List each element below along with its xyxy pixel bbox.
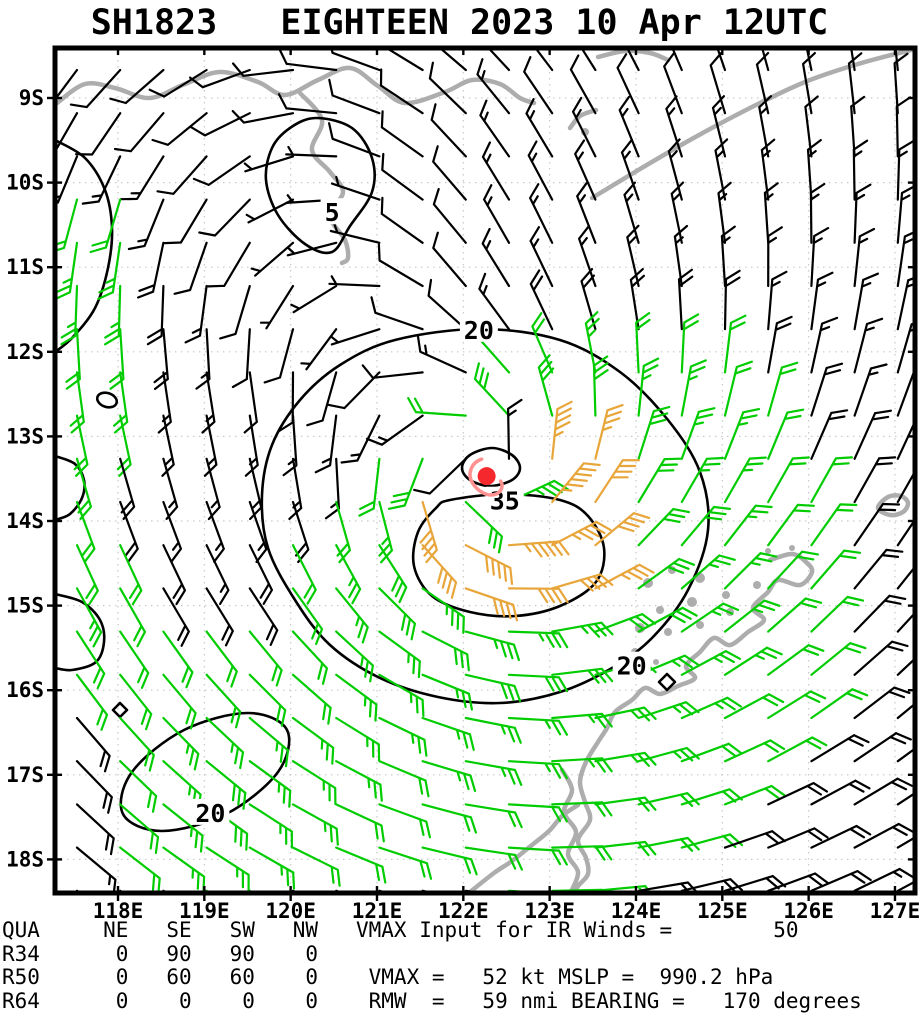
svg-text:15S: 15S [6, 594, 44, 618]
svg-text:123E: 123E [524, 899, 575, 919]
svg-text:124E: 124E [611, 899, 662, 919]
svg-text:17S: 17S [6, 763, 44, 787]
svg-text:11S: 11S [6, 255, 44, 279]
r50-line: R50 0 60 60 0 VMAX = 52 kt MSLP = 990.2 … [2, 965, 774, 989]
svg-text:125E: 125E [697, 899, 748, 919]
svg-text:20: 20 [464, 316, 494, 345]
svg-text:16S: 16S [6, 678, 44, 702]
svg-text:10S: 10S [6, 171, 44, 195]
svg-text:18S: 18S [6, 847, 44, 871]
x-axis-labels: 118E 119E 120E 121E 122E 123E 124E 125E 126E 127E [93, 899, 919, 919]
radii-header-line: QUA NE SE SW NW VMAX Input for IR Winds … [2, 918, 799, 942]
chart-title: SH1823 EIGHTEEN 2023 10 Apr 12UTC [90, 3, 829, 43]
svg-text:120E: 120E [265, 899, 316, 919]
svg-text:35: 35 [490, 487, 520, 516]
svg-text:12S: 12S [6, 340, 44, 364]
svg-text:121E: 121E [352, 899, 403, 919]
cyclone-symbol [468, 457, 504, 497]
y-axis-labels: 9S 10S 11S 12S 13S 14S 15S 16S 17S 18S [6, 86, 44, 871]
svg-text:126E: 126E [783, 899, 834, 919]
wind-barbs [55, 48, 915, 893]
contour-labels: 5 20 35 20 20 [191, 198, 651, 828]
svg-text:20: 20 [617, 652, 647, 681]
coastline [55, 48, 915, 893]
svg-text:122E: 122E [438, 899, 489, 919]
svg-text:5: 5 [325, 198, 340, 227]
svg-text:9S: 9S [19, 86, 44, 110]
svg-text:119E: 119E [179, 899, 230, 919]
wind-barb-map: 5 20 35 20 20 9S 10S 11S 12S 13S 14S 15S 16S 17S 18S 11… [6, 45, 919, 919]
map-border [47, 45, 918, 901]
storm-stats-footer: QUA NE SE SW NW VMAX Input for IR Winds … [2, 918, 919, 1013]
r34-line: R34 0 90 90 0 [2, 941, 319, 966]
svg-text:118E: 118E [93, 899, 144, 919]
svg-text:127E: 127E [870, 899, 919, 919]
svg-text:14S: 14S [6, 509, 44, 533]
svg-text:13S: 13S [6, 424, 44, 448]
r64-line: R64 0 0 0 0 RMW = 59 nmi BEARING = 170 d… [2, 988, 862, 1013]
svg-text:20: 20 [195, 799, 225, 828]
